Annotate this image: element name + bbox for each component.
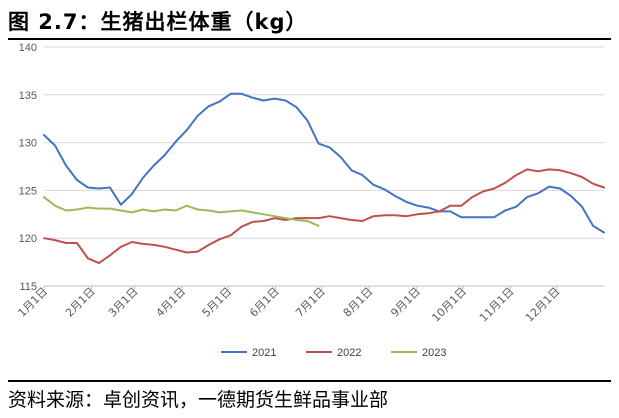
series-lines	[43, 92, 605, 265]
x-tick-label: 2月1日	[63, 285, 98, 320]
y-tick-label: 125	[19, 185, 37, 197]
x-tick-label: 9月1日	[388, 285, 423, 320]
y-tick-label: 140	[19, 42, 37, 54]
x-tick-label: 12月1日	[523, 285, 563, 325]
y-tick-label: 130	[19, 138, 37, 150]
x-tick-label: 4月1日	[154, 285, 189, 320]
x-tick-label: 6月1日	[247, 285, 282, 320]
x-tick-label: 8月1日	[341, 285, 376, 320]
series-line-2021	[43, 92, 605, 234]
x-tick-label: 10月1日	[429, 285, 469, 325]
x-tick-label: 3月1日	[106, 285, 141, 320]
series-line-2023	[43, 196, 320, 227]
series-line-2022	[43, 168, 605, 265]
x-tick-label: 5月1日	[200, 285, 235, 320]
legend-label-2023: 2023	[422, 347, 446, 359]
figure-title: 图 2.7：生猪出栏体重（kg）	[8, 10, 308, 34]
legend-label-2022: 2022	[337, 347, 361, 359]
x-tick-label: 7月1日	[293, 285, 328, 320]
x-tick-label: 11月1日	[477, 285, 517, 325]
x-axis: 1月1日 2月1日 3月1日 4月1日 5月1日 6月1日 7月1日 8月1日 9月1日 10月1…	[15, 285, 604, 325]
gridlines	[44, 46, 604, 287]
y-tick-label: 115	[19, 281, 37, 293]
y-tick-label: 135	[19, 90, 37, 102]
y-tick-label: 120	[19, 233, 37, 245]
legend: 2021 2022 2023	[221, 347, 446, 359]
title-rule	[8, 38, 611, 40]
source-note: 资料来源：卓创资讯，一德期货生鲜品事业部	[8, 389, 389, 411]
y-axis-ticks: 115 120 125 130 135 140	[19, 42, 37, 293]
legend-label-2021: 2021	[252, 347, 276, 359]
source-rule	[8, 380, 611, 382]
